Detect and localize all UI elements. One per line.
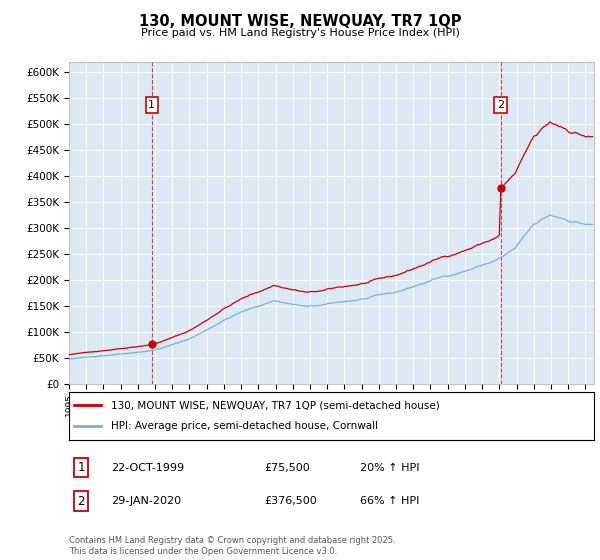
Text: £376,500: £376,500 (264, 496, 317, 506)
Text: 130, MOUNT WISE, NEWQUAY, TR7 1QP: 130, MOUNT WISE, NEWQUAY, TR7 1QP (139, 14, 461, 29)
Text: 29-JAN-2020: 29-JAN-2020 (111, 496, 181, 506)
Text: £75,500: £75,500 (264, 463, 310, 473)
Text: 1: 1 (77, 461, 85, 474)
Text: 2: 2 (77, 494, 85, 508)
Text: 130, MOUNT WISE, NEWQUAY, TR7 1QP (semi-detached house): 130, MOUNT WISE, NEWQUAY, TR7 1QP (semi-… (111, 400, 440, 410)
Text: Contains HM Land Registry data © Crown copyright and database right 2025.
This d: Contains HM Land Registry data © Crown c… (69, 536, 395, 556)
Text: 2: 2 (497, 100, 504, 110)
Text: Price paid vs. HM Land Registry's House Price Index (HPI): Price paid vs. HM Land Registry's House … (140, 28, 460, 38)
Text: 22-OCT-1999: 22-OCT-1999 (111, 463, 184, 473)
Text: HPI: Average price, semi-detached house, Cornwall: HPI: Average price, semi-detached house,… (111, 421, 378, 431)
Text: 20% ↑ HPI: 20% ↑ HPI (360, 463, 419, 473)
Text: 1: 1 (148, 100, 155, 110)
Text: 66% ↑ HPI: 66% ↑ HPI (360, 496, 419, 506)
